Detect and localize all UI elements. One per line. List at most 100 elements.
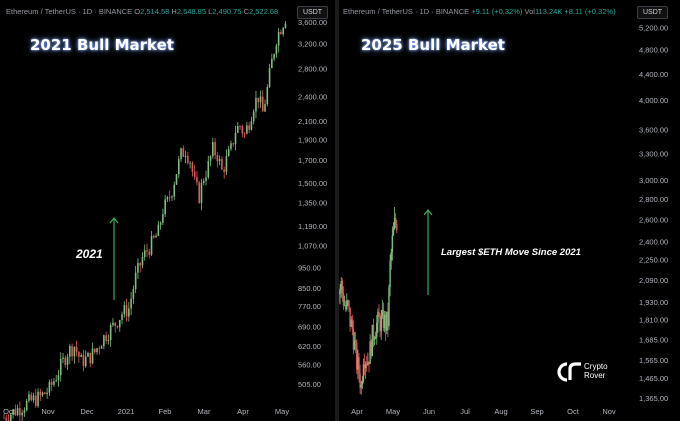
left-candle-body [53,381,55,385]
left-candle-body [82,355,85,367]
left-candle-body [64,357,67,365]
left-candle-body [114,322,117,326]
right-x-tick-label: Jun [423,407,435,416]
left-candle-body [134,272,137,290]
left-x-tick-label: Apr [237,407,249,416]
right-y-tick-label: 2,600.00 [639,215,668,224]
left-candle-body [182,148,185,157]
left-candle-body [125,305,128,317]
right-candle-body [367,361,369,365]
left-candle-body [23,410,26,413]
left-candle-body [223,169,225,172]
left-candle-body [259,96,262,103]
left-candle-body [168,197,171,199]
left-candle-body [164,199,166,215]
left-candle-body [84,356,87,367]
left-symbol-header: Ethereum / TetherUS · 1D · BINANCE O2,51… [6,7,278,16]
left-y-tick-label: 2,400.00 [298,93,327,102]
left-chart-canvas: 505.00 560.00 620.00 690.00 770.00 850.00 950.… [3,18,327,421]
left-candle-body [116,325,119,328]
left-y-tick-label: 1,900.00 [298,136,327,145]
left-candle-body [280,32,282,35]
left-symbol: Ethereum / TetherUS · 1D · BINANCE [6,7,133,16]
right-y-tick-label: 2,400.00 [639,238,668,247]
right-y-tick-label: 3,600.00 [639,125,668,134]
left-candle-body [87,352,89,357]
left-currency-button[interactable]: USDT [297,6,329,19]
right-annotation-arrow-head [423,209,433,216]
right-candle-body [351,319,354,330]
left-candle-body [21,412,23,416]
right-candle-body [374,337,377,339]
left-annotation-arrow-head [109,217,119,224]
left-candle-body [171,196,173,198]
left-candle-body [14,409,17,416]
left-candle-body [250,121,253,130]
left-candle-body [268,68,271,87]
left-open-value: 2,514.58 [140,7,170,16]
left-candle-body [173,184,176,197]
right-chart-title: 2025 Bull Market [361,36,505,54]
right-candle-body [376,322,378,338]
right-y-tick-label: 1,365.00 [639,394,668,403]
right-x-tick-label: May [386,407,400,416]
right-x-tick-label: Nov [602,407,616,416]
right-vol-change: +8.11 (+0.32%) [564,7,616,16]
left-candle-body [209,156,212,161]
left-candle-body [41,392,44,396]
right-candle-body [392,228,395,236]
right-x-tick-label: Oct [567,407,580,416]
left-high-label: H [171,7,177,16]
left-candle-body [44,392,46,394]
right-candle-body [357,357,359,370]
right-candle-body [350,319,352,327]
left-candle-body [157,224,160,236]
left-candle-body [62,357,64,359]
right-candle-body [347,300,349,302]
left-candle-body [243,133,246,135]
right-x-tick-label: Aug [494,407,507,416]
left-candle-body [109,325,112,341]
right-candle-body [379,317,381,332]
left-candle-body [121,314,123,321]
left-candle-body [93,348,96,353]
left-candle-body [55,380,58,382]
left-candle-body [252,111,255,122]
panel-divider[interactable] [335,0,339,421]
left-candle-body [257,97,260,103]
left-x-tick-label: Mar [198,407,211,416]
right-currency-button[interactable]: USDT [637,6,669,19]
left-candle-body [148,251,151,255]
right-y-tick-label: 3,300.00 [639,149,668,158]
left-candle-body [216,154,219,162]
right-candle-body [388,287,390,326]
right-candle-body [339,292,340,295]
left-y-tick-label: 690.00 [298,322,321,331]
left-candle-body [146,250,148,252]
left-low-value: 2,490.75 [212,7,242,16]
right-candle-body [371,324,374,356]
right-candle-body [362,364,365,381]
logo-text: Crypto Rover [584,362,608,380]
left-candle-body [236,126,239,133]
left-candle-body [212,142,214,157]
left-candle-body [25,400,28,411]
right-candle-body [360,384,362,388]
left-candle-body [200,182,203,203]
left-x-tick-label: May [275,407,289,416]
right-x-tick-label: Apr [351,407,363,416]
left-candle-body [69,346,71,357]
left-candle-body [232,143,235,145]
right-candle-body [384,314,387,331]
right-candle-body [343,305,346,306]
left-candle-body [180,148,182,160]
left-candle-body [48,381,51,393]
left-candle-body [189,162,191,164]
left-candle-body [143,250,146,258]
left-x-tick-label: 2021 [118,407,135,416]
left-candle-body [71,346,73,357]
left-candle-body [218,159,221,162]
right-change: +9.11 (+0.32%) [471,7,523,16]
left-candle-body [30,394,33,401]
right-x-tick-label: Jul [460,407,470,416]
